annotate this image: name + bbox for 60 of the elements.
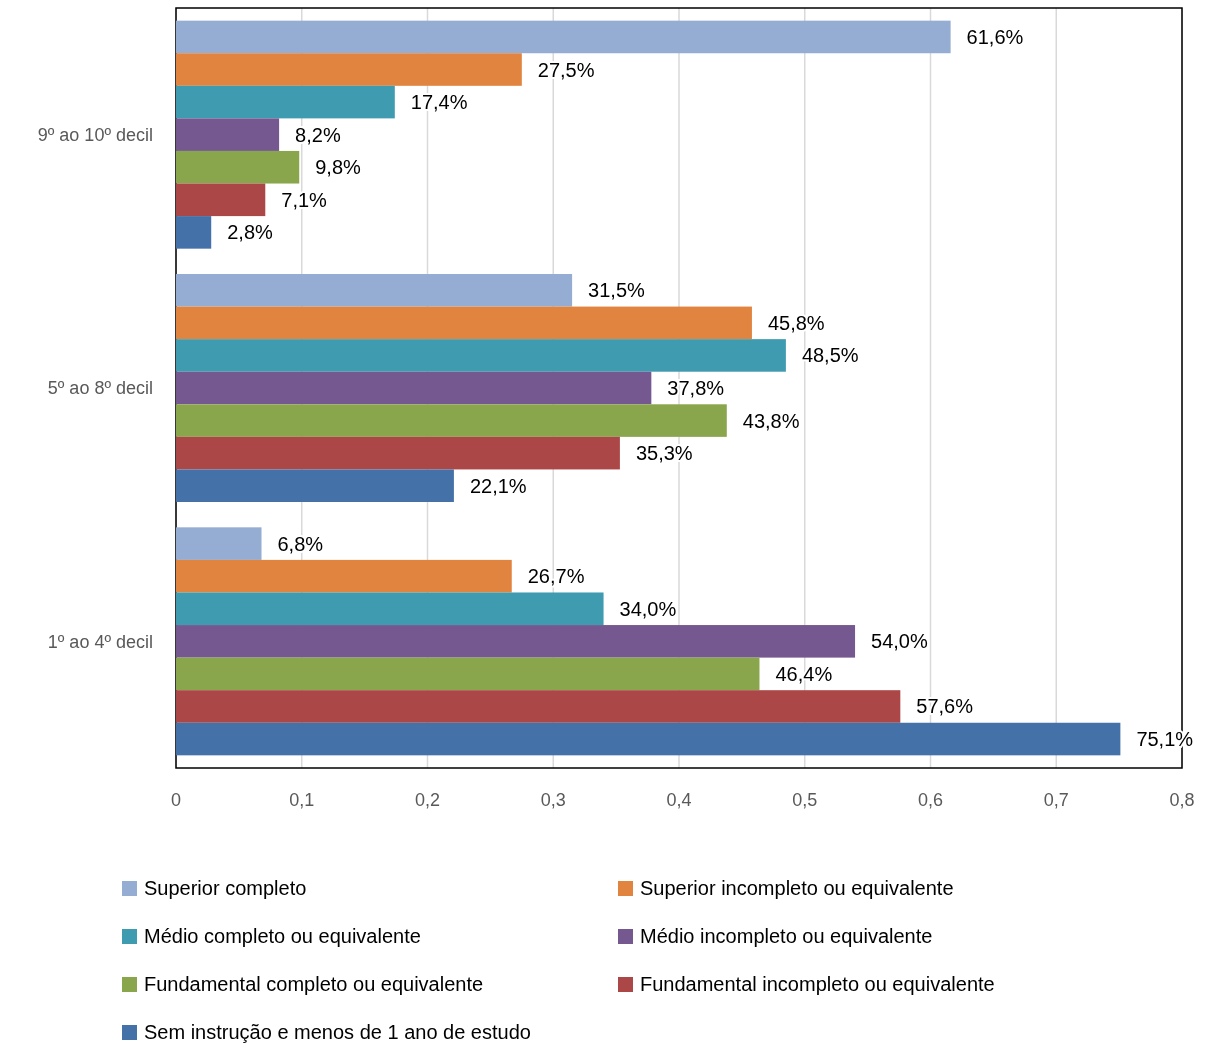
bar	[176, 118, 280, 151]
bar	[176, 527, 262, 560]
bar	[176, 722, 1121, 756]
bar	[176, 274, 573, 307]
bar	[176, 592, 604, 626]
data-label: 37,8%	[667, 377, 725, 399]
legend-label: Superior incompleto ou equivalente	[640, 877, 954, 899]
data-label: 57,6%	[916, 695, 974, 718]
x-tick-label: 0,1	[289, 790, 315, 810]
bar	[176, 53, 522, 86]
data-label: 46,4%	[775, 662, 833, 685]
data-label: 45,8%	[767, 311, 825, 334]
legend-label: Fundamental incompleto ou equivalente	[640, 973, 995, 995]
bar	[176, 657, 760, 691]
data-label: 35,3%	[635, 442, 693, 465]
bar	[176, 339, 786, 372]
data-label: 6,8%	[277, 532, 324, 555]
legend-label: Médio completo ou equivalente	[144, 925, 421, 947]
x-tick-label: 0,3	[540, 790, 566, 810]
data-label: 27,5%	[537, 58, 595, 81]
bar	[176, 690, 901, 723]
data-label: 9,8%	[315, 156, 362, 179]
data-label: 8,2%	[295, 123, 341, 146]
data-label: 34,0%	[619, 597, 677, 620]
data-label: 61,6%	[966, 25, 1024, 48]
data-label: 31,5%	[588, 279, 646, 302]
y-tick-label: 1º ao 4º decil	[47, 631, 153, 652]
bar	[176, 625, 856, 658]
x-tick-label: 0,2	[414, 790, 441, 810]
bar	[176, 20, 951, 54]
x-tick-label: 0,7	[1043, 790, 1069, 810]
legend-label: Médio incompleto ou equivalente	[640, 925, 933, 947]
x-tick-label: 0,5	[792, 790, 818, 810]
legend-label: Superior completo	[144, 877, 307, 899]
y-tick-label: 9º ao 10º decil	[37, 124, 153, 145]
bar	[176, 183, 266, 217]
data-label: 7,1%	[281, 188, 328, 211]
data-label: 22,1%	[469, 474, 527, 497]
x-tick-label: 0,4	[666, 790, 692, 810]
bar	[176, 216, 212, 249]
legend-label: Fundamental completo ou equivalente	[144, 973, 484, 995]
bar	[176, 559, 512, 593]
bar	[176, 85, 395, 119]
data-label: 48,5%	[801, 344, 859, 367]
bar	[176, 371, 652, 405]
y-tick-label: 5º ao 8º decil	[47, 378, 153, 399]
bar	[176, 469, 454, 502]
bar	[176, 306, 752, 340]
data-label: 43,8%	[742, 409, 800, 432]
bar	[176, 404, 727, 437]
data-label: 54,0%	[871, 630, 928, 653]
bar	[176, 150, 300, 184]
legend-label: Sem instrução e menos de 1 ano de estudo	[144, 1021, 531, 1043]
data-label: 17,4%	[410, 91, 468, 114]
x-tick-label: 0,6	[917, 790, 944, 810]
x-tick-label: 0,8	[1169, 790, 1195, 810]
data-label: 2,8%	[227, 221, 274, 244]
data-label: 26,7%	[527, 565, 585, 588]
bar	[176, 436, 620, 470]
x-tick-label: 0	[170, 790, 182, 810]
